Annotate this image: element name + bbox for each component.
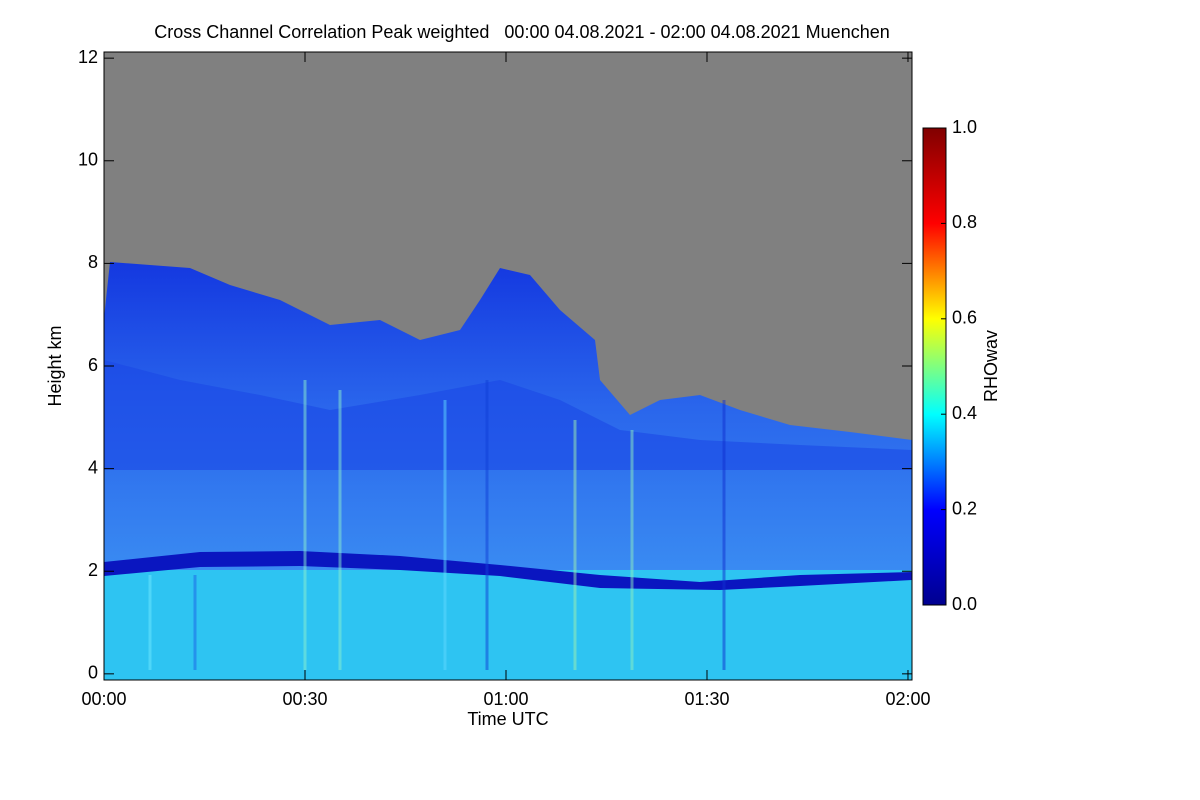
chart-title: Cross Channel Correlation Peak weighted …: [154, 22, 890, 42]
y-tick-label: 10: [78, 150, 98, 170]
y-tick-label: 0: [88, 663, 98, 683]
colorbar-tick-label: 0.0: [952, 594, 977, 614]
x-axis-label: Time UTC: [467, 709, 548, 729]
x-tick-label: 00:30: [282, 689, 327, 709]
colorbar-label: RHOwav: [981, 330, 1001, 402]
heatmap-field: [104, 52, 912, 680]
x-tick-label: 00:00: [81, 689, 126, 709]
y-axis-label: Height km: [45, 325, 65, 406]
colorbar-tick-label: 0.6: [952, 308, 977, 328]
colorbar-tick-label: 1.0: [952, 117, 977, 137]
x-tick-label: 01:30: [684, 689, 729, 709]
y-tick-label: 8: [88, 252, 98, 272]
colorbar-tick-label: 0.2: [952, 498, 977, 518]
colorbar: [922, 127, 947, 606]
y-tick-label: 4: [88, 457, 98, 477]
x-tick-label: 02:00: [885, 689, 930, 709]
x-tick-label: 01:00: [483, 689, 528, 709]
colorbar-tick-label: 0.8: [952, 212, 977, 232]
colorbar-tick-label: 0.4: [952, 403, 977, 423]
y-tick-label: 2: [88, 560, 98, 580]
y-tick-label: 12: [78, 47, 98, 67]
y-tick-label: 6: [88, 355, 98, 375]
